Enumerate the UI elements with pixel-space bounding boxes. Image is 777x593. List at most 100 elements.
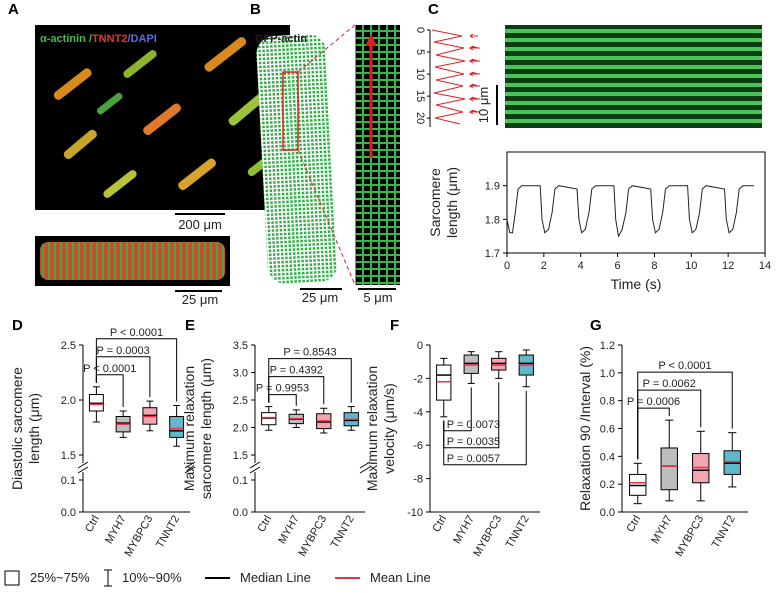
significance-bracket [268, 358, 352, 403]
y-tick-label: 0.2 [600, 479, 615, 491]
y-axis-label: Sarcomere [427, 168, 443, 237]
axis-break [249, 466, 261, 474]
p-value: P = 0.0006 [627, 396, 680, 408]
x-tick-label: MYH7 [103, 514, 129, 546]
profile-arrows [468, 33, 480, 115]
x-tick-label: MYH7 [649, 514, 675, 546]
y-tick-label: 3.5 [233, 340, 248, 352]
box [169, 416, 185, 438]
x-tick-label: 10 [685, 260, 697, 272]
y-tick-label: 0 [417, 340, 423, 352]
stain-label: α-actinin /TNNT2/DAPI [40, 33, 157, 45]
y-tick-label: 0.6 [600, 424, 615, 436]
y-tick-label: 1.9 [485, 181, 500, 193]
stain-part: /DAPI [127, 33, 156, 45]
zoom-image [355, 25, 400, 285]
y-axis-label: sarcomere length (μm) [198, 358, 214, 499]
scale-label: 200 μm [178, 217, 222, 232]
significance-bracket [443, 390, 527, 466]
legend: 25%~75% 10%~90% Median Line Mean Line [4, 569, 431, 587]
x-tick-label: MYBPC3 [673, 514, 706, 559]
stain-part: α-actinin / [40, 33, 92, 45]
x-tick-label: TNNT2 [504, 514, 532, 551]
y-tick-label: 3.0 [233, 368, 248, 380]
y-tick-label: 1.8 [485, 214, 500, 226]
axis-break [77, 461, 89, 469]
panel-label: B [250, 1, 261, 18]
scale-label: 25 μm [302, 290, 338, 305]
y-axis-label: velocity (μm/s) [381, 383, 397, 474]
scale-label: 5 μm [363, 290, 392, 305]
x-tick-label: 2 [541, 260, 547, 272]
x-tick-label: 8 [651, 260, 657, 272]
y-tick-label: 0.1 [233, 475, 248, 487]
arrow-head [365, 34, 377, 46]
y-axis-label: Relaxation 90 /Interval (%) [577, 346, 593, 511]
axis-break [249, 461, 261, 469]
y-tick-label: 1.7 [485, 248, 500, 260]
p-value: P = 0.0073 [447, 419, 500, 431]
box [660, 447, 678, 491]
x-tick-label: 14 [759, 260, 771, 272]
p-value: P = 0.0003 [96, 345, 149, 357]
x-tick-label: TNNT2 [710, 514, 738, 551]
legend-box-symbol [4, 570, 20, 586]
y-axis-label: length (μm) [444, 167, 460, 238]
cell [40, 242, 225, 280]
stain-part: TNNT2 [92, 33, 127, 45]
zoom-line [297, 24, 356, 73]
y-tick-label: 5 [414, 49, 426, 55]
y-tick-label: 15 [414, 90, 426, 102]
x-tick-label: Ctrl [430, 514, 449, 535]
x-tick-label: MYH7 [276, 514, 302, 546]
p-value: P = 0.0035 [447, 436, 500, 448]
x-tick-label: Ctrl [255, 514, 274, 535]
p-value: P = 0.0062 [643, 378, 696, 390]
zoom-line [297, 149, 356, 286]
y-tick-label: 2.5 [61, 340, 76, 352]
x-tick-label: MYH7 [451, 514, 477, 546]
legend-label: Median Line [240, 570, 311, 585]
zoom-box [282, 71, 299, 151]
y-axis-label: Diastolic sarcomere [9, 367, 25, 490]
y-tick-label: 1.2 [600, 340, 615, 352]
x-tick-label: Ctrl [83, 514, 102, 535]
y-tick-label: 0.0 [233, 507, 248, 519]
y-axis-label: Maximum relaxation [181, 366, 197, 491]
x-tick-label: TNNT2 [329, 514, 357, 551]
p-value: P = 0.4392 [270, 365, 323, 377]
significance-bracket [95, 338, 178, 402]
legend-label: Mean Line [370, 570, 431, 585]
stain-label: GFP-actin [255, 33, 307, 45]
p-value: P < 0.0001 [110, 327, 163, 339]
cell [256, 34, 338, 284]
y-tick-label: 20 [414, 112, 426, 124]
x-tick-label: Ctrl [624, 514, 643, 535]
y-axis-label: Maximum relaxation [364, 366, 380, 491]
box [436, 364, 452, 401]
y-tick-label: 0.1 [61, 475, 76, 487]
axis-break [184, 461, 196, 469]
intensity-profile [431, 29, 466, 125]
y-tick-label: 1.5 [233, 450, 248, 462]
panel-label: A [8, 1, 19, 18]
panel-label: G [590, 317, 602, 334]
p-value: P < 0.0001 [83, 363, 136, 375]
x-tick-label: TNNT2 [154, 514, 182, 551]
y-tick-label: 1.5 [61, 450, 76, 462]
y-tick-label: -2 [413, 373, 423, 385]
y-tick-label: 2.5 [233, 395, 248, 407]
y-tick-label: 2.0 [233, 423, 248, 435]
y-tick-label: -10 [407, 507, 423, 519]
box [491, 357, 507, 371]
y-tick-label: 0.0 [61, 507, 76, 519]
y-tick-label: 0.0 [600, 507, 615, 519]
scale-label: 25 μm [182, 292, 218, 307]
y-tick-label: 0 [414, 27, 426, 33]
legend-whisker-symbol [104, 569, 112, 587]
significance-bracket [637, 371, 733, 460]
panel-label: D [12, 317, 23, 334]
trace [506, 185, 754, 238]
y-tick-label: 2.0 [61, 395, 76, 407]
